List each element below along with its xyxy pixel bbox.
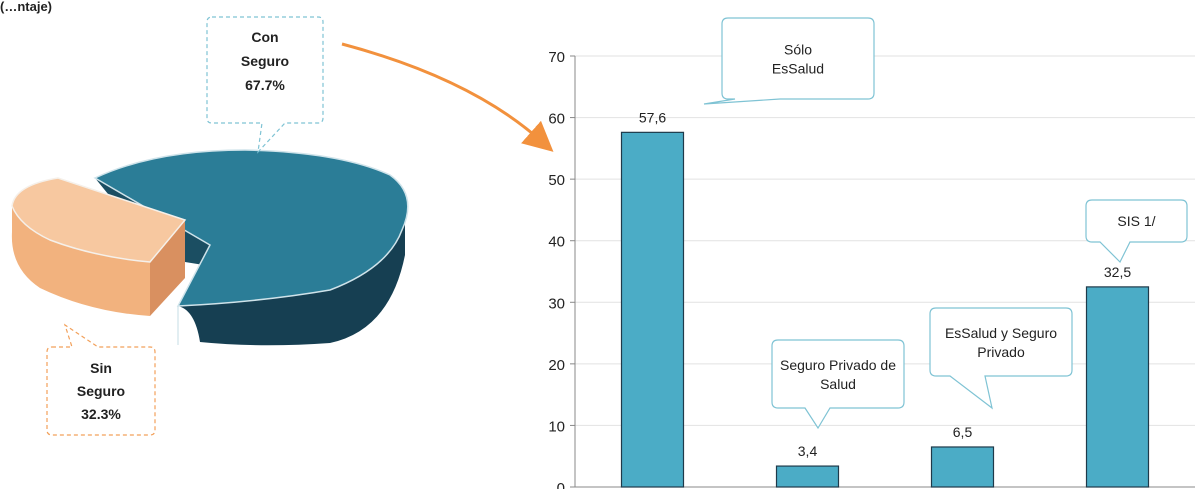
bar-callout-text-line1: SIS 1/ — [1117, 213, 1155, 229]
bar-1 — [775, 465, 840, 488]
pie-slice-sin-seguro-side — [11, 206, 150, 316]
bar-callout-text-line1: Sólo — [784, 42, 812, 58]
y-tick-label: 20 — [548, 357, 565, 374]
bar-3 — [1085, 286, 1150, 488]
pie-value-con-seguro: 67.7% — [245, 77, 285, 93]
bar-callout-text-line2: EsSalud — [772, 61, 824, 77]
pie-label-seguro-2: Seguro — [77, 383, 125, 399]
pie-slice-con-seguro-side — [178, 205, 405, 346]
pie-chart: Con Seguro 67.7% Sin Seguro 32.3% — [11, 16, 409, 436]
y-tick-label: 70 — [548, 49, 565, 66]
pie-label-sin: Sin — [90, 360, 112, 376]
y-tick-label: 10 — [548, 418, 565, 435]
header-fragment: (…ntaje) — [0, 0, 52, 14]
bar-value-label: 6,5 — [953, 424, 973, 440]
callout-con-seguro: Con Seguro 67.7% — [206, 16, 324, 154]
bar-0 — [620, 131, 685, 488]
bar-callouts: Sólo EsSalud Seguro Privado de Salud EsSalud… — [703, 17, 1188, 430]
bar-callout-text-line2: Salud — [820, 376, 856, 392]
y-tick-label: 40 — [548, 234, 565, 251]
pie-label-con: Con — [251, 29, 278, 45]
bar-callout-text-line1: EsSalud y Seguro — [945, 325, 1057, 341]
y-tick-label: 0 — [557, 480, 565, 489]
bar-value-label: 3,4 — [798, 443, 818, 459]
bars: 57,6 3,4 6,5 32,5 — [620, 109, 1150, 488]
y-tick-label: 50 — [548, 172, 565, 189]
bar-chart: 0 10 20 30 40 50 60 70 57,6 3,4 6,5 32,5 Sólo EsSal… — [548, 17, 1195, 489]
bar-callout-text-line1: Seguro Privado de — [780, 357, 896, 373]
pie-slice-con-seguro — [93, 149, 409, 307]
bar-callout-0 — [703, 17, 875, 105]
pie-value-sin-seguro: 32.3% — [81, 406, 121, 422]
bar-callout-2 — [929, 307, 1073, 410]
y-tick-label: 30 — [548, 295, 565, 312]
pie-slice-sin-seguro — [11, 177, 187, 263]
bar-value-label: 57,6 — [639, 109, 666, 125]
bar-value-label: 32,5 — [1104, 264, 1131, 280]
bar-callout-text-line2: Privado — [977, 344, 1025, 360]
bar-2 — [930, 446, 995, 488]
bar-callout-1 — [771, 339, 905, 430]
y-tick-label: 60 — [548, 111, 565, 128]
connector-arrow — [341, 42, 554, 152]
callout-sin-seguro: Sin Seguro 32.3% — [46, 323, 156, 436]
bar-callout-3 — [1085, 199, 1188, 264]
pie-label-seguro: Seguro — [241, 53, 289, 69]
